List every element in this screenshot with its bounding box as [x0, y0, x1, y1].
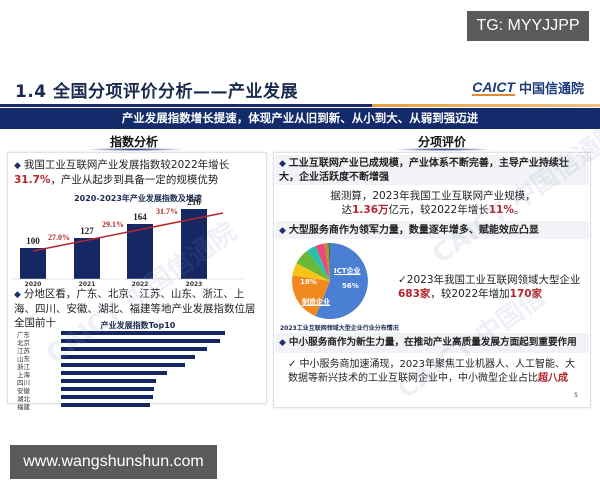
point3-heading-band [275, 333, 589, 353]
pct: 56 [342, 282, 352, 290]
region-bar [61, 331, 225, 335]
growth-trend-line [13, 212, 243, 280]
region-bar [61, 339, 220, 343]
region-label: 北京 [17, 339, 30, 347]
page-number: 5 [574, 392, 578, 399]
header-rule [0, 104, 600, 107]
section-underline [85, 148, 185, 151]
region-bar [61, 403, 150, 407]
bar-chart-title: 2020-2023年产业发展指数及增速 [74, 194, 202, 203]
slide-title: 1.4 全国分项评价分析——产业发展 [15, 82, 299, 102]
region-bar [61, 347, 207, 351]
large-enterprise-stat: ✓2023年我国工业互联网领域大型企业 683家，较2022年增加170家 [398, 273, 588, 301]
growth-highlight: 31.7% [14, 174, 51, 186]
diamond-bullet-icon: ◆ [279, 159, 286, 169]
growth-rate-label: 27.0% [48, 233, 70, 242]
region-label: 浙江 [17, 363, 30, 371]
slide: 1.4 全国分项评价分析——产业发展 CAICT 中国信通院 产业发展指数增长提… [0, 66, 600, 416]
heading-text: 中小服务商作为新生力量，在推动产业高质量发展方面起到重要作用 [288, 337, 577, 348]
text: 亿元，较2022年增长 [388, 204, 489, 216]
point2-heading-band [275, 221, 589, 239]
bar-2020 [20, 248, 46, 279]
text: 。 [513, 204, 525, 216]
headline-banner: 产业发展指数增长提速，体现产业从旧到新、从小到大、从弱到强迈进 [0, 108, 600, 129]
bar-value: 164 [133, 212, 147, 222]
sme-share-highlight: 超八成 [538, 373, 568, 384]
point1-heading: ◆ 工业互联网产业已成规模，产业体系不断完善，主导产业持续壮大，企业活跃度不断增强 [279, 157, 587, 185]
bar-2022 [127, 224, 153, 279]
diamond-bullet-icon: ◆ [279, 226, 286, 236]
point1-heading-band [275, 155, 589, 185]
bullet-text: 分地区看，广东、北京、江苏、山东、浙江、上海、四川、安徽、湖北、福建等地产业发展… [14, 288, 256, 329]
bullet-growth: ◆ 我国工业互联网产业发展指数较2022年增长 31.7%，产业从起步到具备一定的规… [14, 158, 264, 187]
top10-chart-title: 产业发展指数Top10 [100, 321, 176, 330]
region-label: 上海 [17, 371, 30, 379]
region-label: 湖北 [17, 395, 30, 403]
bar-value: 100 [26, 236, 40, 246]
logo-en: CAICT [472, 78, 515, 96]
sme-stat: ✓ 中小服务商加速涌现，2023年聚焦工业机器人、人工智能、大数据等新兴技术的工… [288, 358, 584, 386]
region-bar [61, 371, 167, 375]
pie-label-manufacturing: 制造企业 [302, 298, 330, 306]
text: 达 [341, 204, 353, 216]
growth-rate-label: 31.7% [156, 207, 178, 216]
region-bar [61, 395, 153, 399]
enterprise-count: 683家 [398, 288, 431, 300]
index-analysis-panel: ◆ 我国工业互联网产业发展指数较2022年增长31.7%，产业从起步到具备一定的规… [7, 152, 267, 411]
region-label: 江苏 [17, 347, 30, 355]
scale-line1: 据测算，2023年我国工业互联网产业规模， [330, 190, 536, 202]
pie-label-ict: ICT企业 [334, 267, 361, 275]
region-label: 安徽 [17, 387, 30, 395]
bullet-regions: ◆ 分地区看，广东、北京、江苏、山东、浙江、上海、四川、安徽、湖北、福建等地产业发… [14, 287, 264, 330]
year-label: 2023 [185, 281, 203, 288]
tg-overlay-badge: TG: MYYJJPP [467, 11, 589, 41]
growth-highlight: 11% [488, 204, 514, 216]
region-bar [61, 387, 154, 391]
text: ✓2023年我国工业互联网领域大型企业 [398, 274, 581, 286]
bar-value: 216 [187, 197, 201, 207]
pie-pct-ict: 56% [342, 282, 359, 290]
bar-value: 127 [80, 226, 94, 236]
year-label: 2021 [78, 281, 96, 288]
enterprise-increase: 170家 [509, 288, 543, 300]
diamond-bullet-icon: ◆ [14, 290, 21, 300]
region-label: 福建 [17, 403, 30, 411]
pie-chart-title: 2023工业互联网领域大型企业行业分布情况 [280, 325, 399, 332]
growth-rate-label: 29.1% [102, 220, 124, 229]
scale-line2: 达1.36万亿元，较2022年增长11%。 [274, 203, 592, 217]
diamond-bullet-icon: ◆ [279, 338, 286, 348]
site-overlay-badge: www.wangshunshun.com [10, 445, 217, 479]
heading-text: 工业互联网产业已成规模，产业体系不断完善，主导产业持续壮大，企业活跃度不断增强 [279, 158, 569, 183]
section-title-index-analysis: 指数分析 [110, 135, 159, 149]
region-label: 四川 [17, 379, 30, 387]
region-label: 山东 [17, 355, 30, 363]
logo-cn: 中国信通院 [518, 82, 584, 97]
pct: 18 [300, 278, 310, 286]
bullet-text: 我国工业互联网产业发展指数较2022年增长 [23, 159, 230, 171]
caict-logo: CAICT 中国信通院 [472, 78, 584, 97]
region-bar [61, 379, 156, 383]
diamond-bullet-icon: ◆ [14, 161, 21, 171]
point3-heading: ◆ 中小服务商作为新生力量，在推动产业高质量发展方面起到重要作用 [279, 336, 591, 350]
bullet-text: ，产业从起步到具备一定的规模优势 [50, 174, 219, 186]
year-label: 2020 [24, 281, 42, 288]
region-bar [61, 355, 195, 359]
region-bar [61, 363, 185, 367]
text: ，较2022年增加 [430, 288, 510, 300]
item-evaluation-panel: ◆ 工业互联网产业已成规模，产业体系不断完善，主导产业持续壮大，企业活跃度不断增强… [273, 117, 600, 408]
industry-pie-chart [292, 242, 368, 319]
section-title-item-evaluation: 分项评价 [418, 135, 467, 149]
region-label: 广东 [17, 331, 30, 339]
bar-2021 [74, 238, 100, 279]
heading-text: 大型服务商作为领军力量，数量逐年增多、赋能效应凸显 [288, 225, 539, 236]
pie-pct-manufacturing: 18% [300, 278, 317, 286]
point2-heading: ◆ 大型服务商作为领军力量，数量逐年增多、赋能效应凸显 [279, 224, 587, 238]
scale-highlight: 1.36万 [352, 204, 389, 216]
section-underline [393, 148, 493, 151]
year-label: 2022 [131, 281, 149, 288]
text: ✓ 中小服务商加速涌现，2023年聚焦工业机器人、人工智能、大数据等新兴技术的工… [288, 359, 576, 384]
